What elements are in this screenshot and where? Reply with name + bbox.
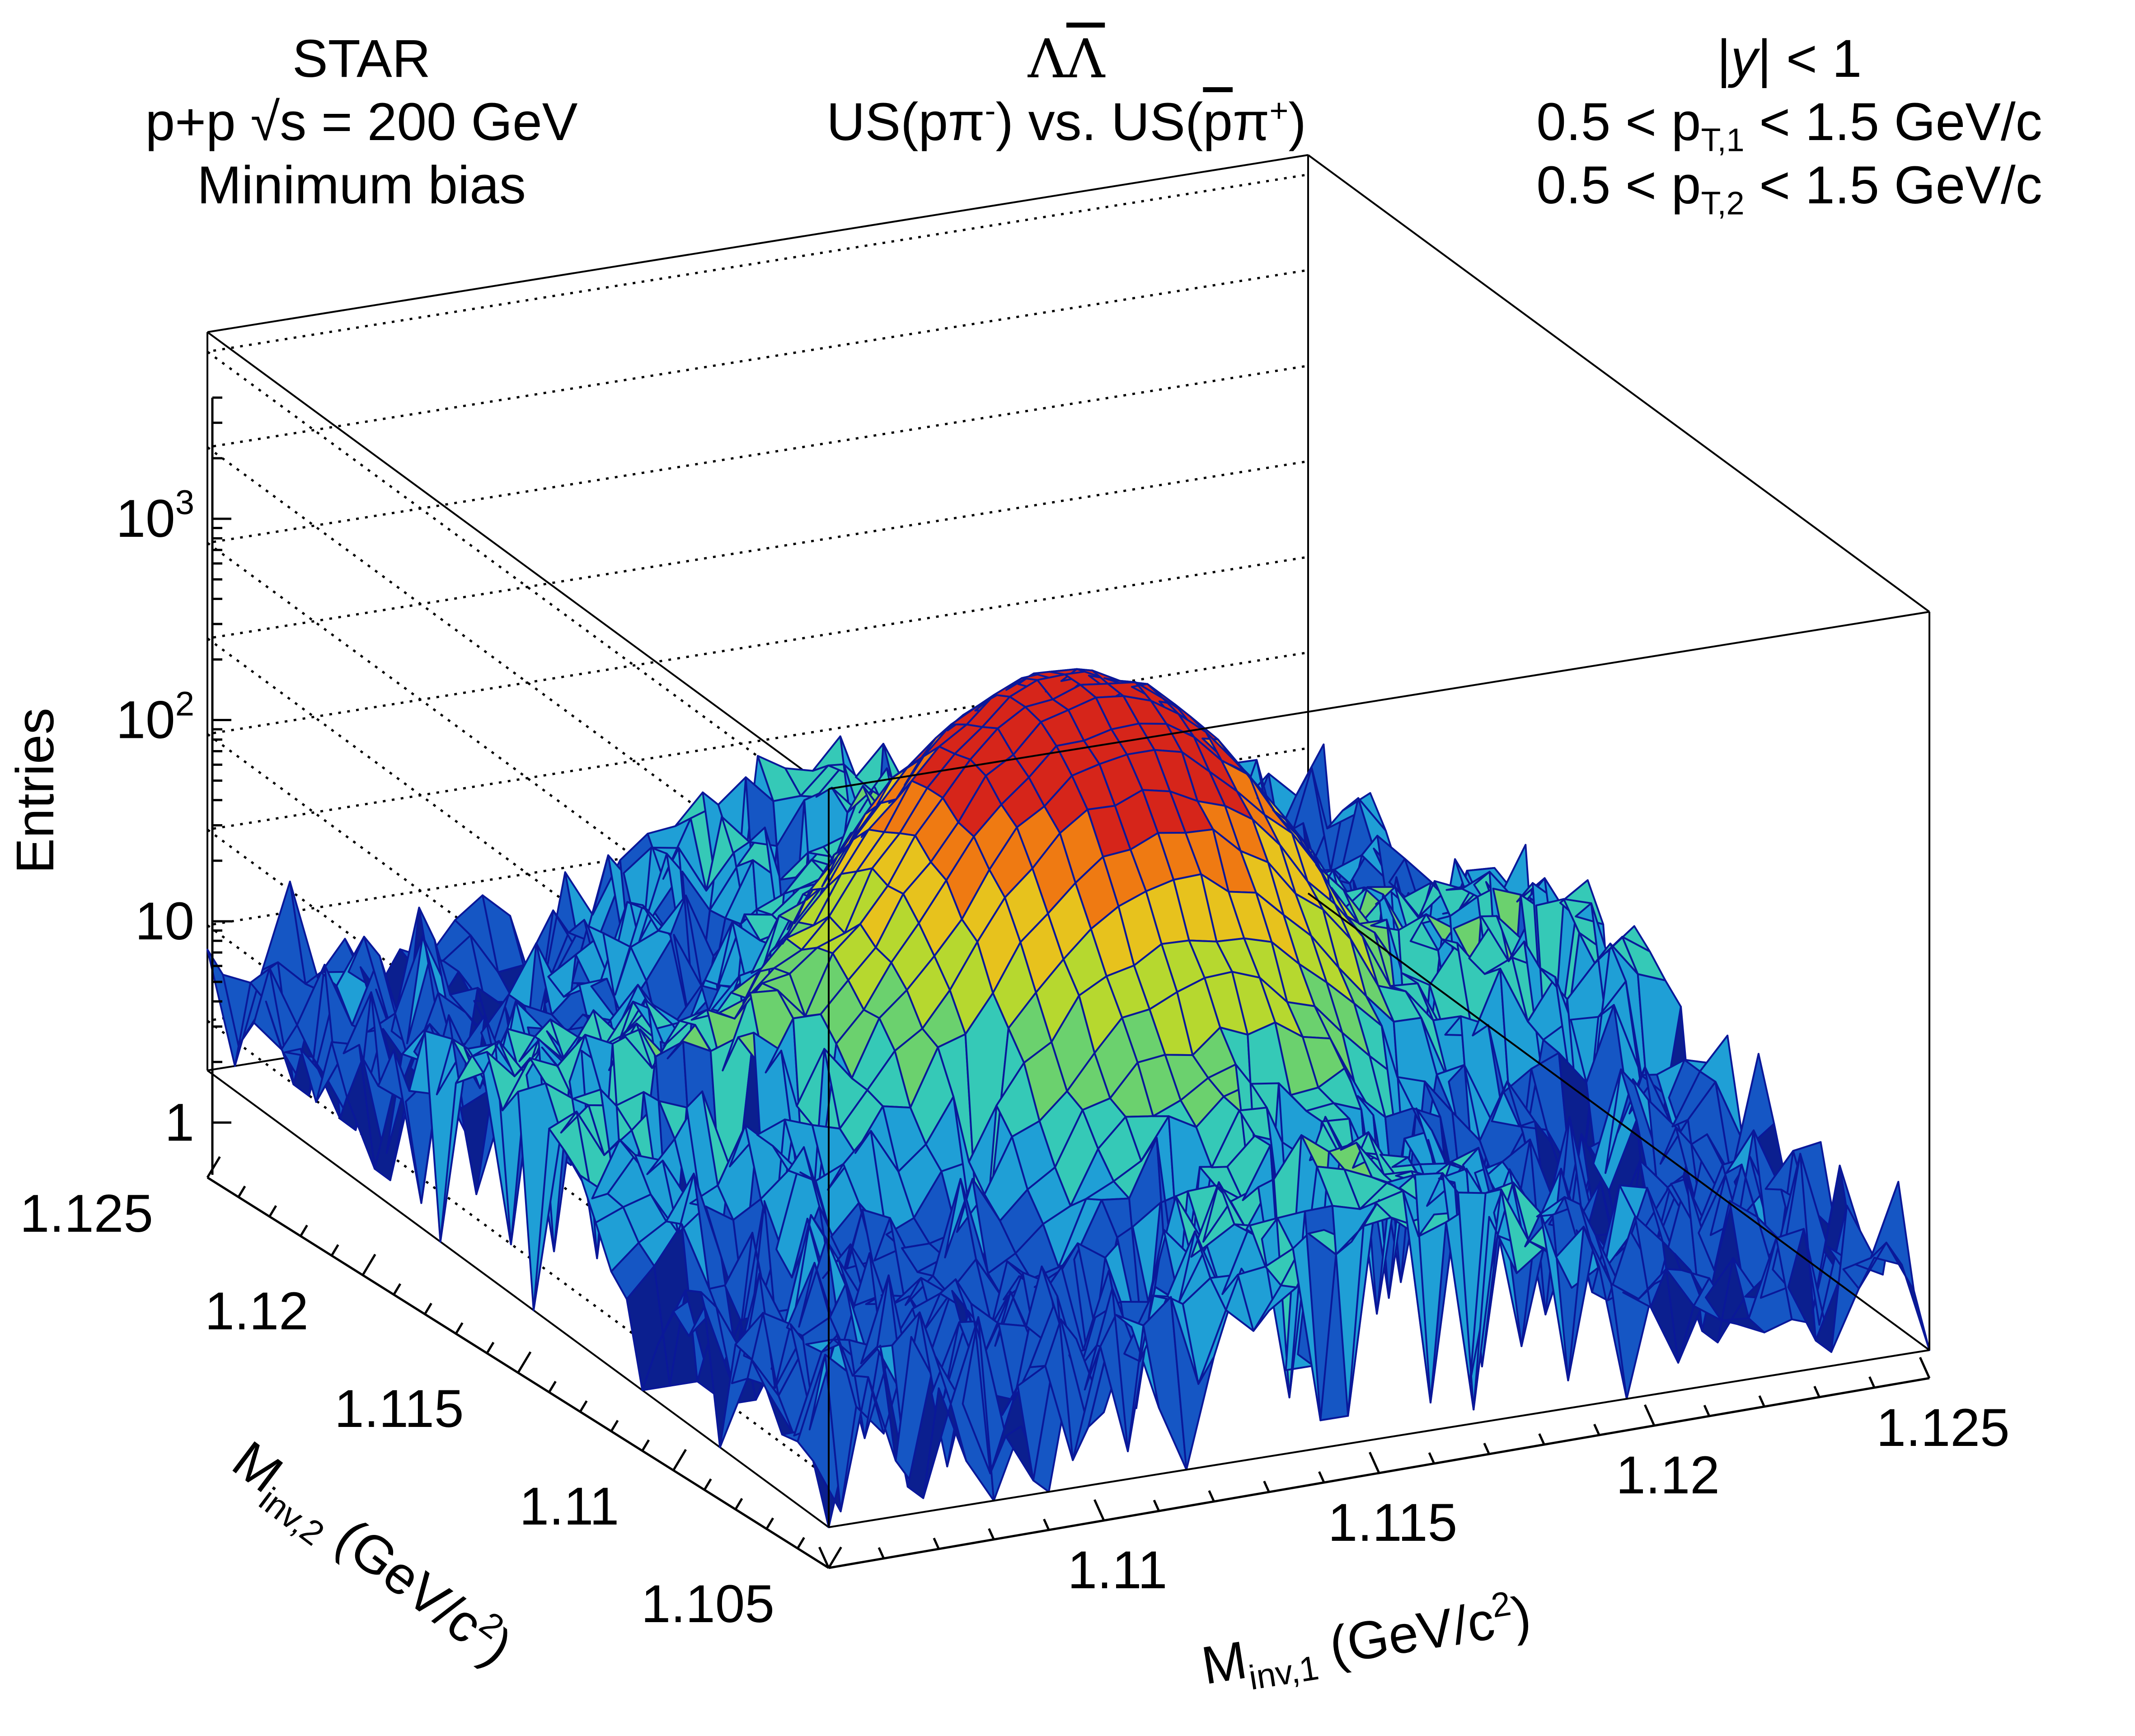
- pt1-cut: 0.5 < pT,1 < 1.5 GeV/c: [1536, 92, 2042, 159]
- y-tick-label: 1.12: [205, 1281, 309, 1341]
- x-tick: [1644, 1404, 1656, 1426]
- y-tick: [703, 1478, 712, 1491]
- x-tick-label: 1.115: [1328, 1493, 1458, 1553]
- frame-front-edge: [828, 1349, 1930, 1528]
- x-tick: [1868, 1376, 1876, 1389]
- z-tick-label: 10: [135, 891, 194, 951]
- y-tick: [517, 1351, 532, 1374]
- pair-description: US(pπ-) vs. US(pπ+): [826, 92, 1306, 152]
- y-tick: [393, 1283, 402, 1295]
- header-center: ΛΛ US(pπ-) vs. US(pπ+): [741, 27, 1392, 154]
- frame-edges: [828, 154, 1930, 1528]
- x-tick-label: 1.12: [1616, 1445, 1720, 1505]
- y-tick: [237, 1185, 246, 1198]
- y-axis-label: Minv,2 (GeV/c2): [217, 1427, 525, 1684]
- collision-label: p+p √s = 200 GeV: [145, 92, 578, 152]
- y-tick: [424, 1303, 432, 1315]
- x-tick: [988, 1528, 995, 1540]
- experiment-label: STAR: [292, 29, 431, 89]
- x-tick: [1758, 1395, 1765, 1408]
- x-tick: [1703, 1404, 1711, 1417]
- x-tick: [1043, 1518, 1050, 1531]
- surface-cell: [1885, 1242, 1930, 1351]
- y-tick-label: 1.11: [519, 1477, 619, 1536]
- x-tick: [1483, 1442, 1490, 1455]
- y-tick-label: 1.115: [334, 1379, 464, 1439]
- tick-labels: 1 10 102 103 1.11 1.115 1.12 1.125 1.105 1.11 1.11…: [20, 483, 2010, 1634]
- x-tick: [877, 1547, 885, 1559]
- y-tick: [330, 1244, 339, 1257]
- x-axis-label: Minv,1 (GeV/c2): [1197, 1581, 1536, 1704]
- rapidity-cut: |y| < 1: [1717, 29, 1862, 89]
- surface-mesh: [206, 668, 1930, 1528]
- z-tick-label: 1: [164, 1093, 194, 1152]
- x-tick: [1428, 1452, 1436, 1464]
- y-tick-label: 1.125: [20, 1184, 153, 1243]
- y-tick: [361, 1253, 376, 1276]
- frame-back-edge: [207, 154, 1309, 333]
- y-tick: [797, 1537, 805, 1549]
- pt2-cut: 0.5 < pT,2 < 1.5 GeV/c: [1536, 155, 2042, 222]
- x-tick: [1093, 1499, 1105, 1521]
- x-tick-label: 1.125: [1876, 1398, 2009, 1458]
- x-tick: [1263, 1480, 1270, 1493]
- frame-back-edge: [206, 331, 830, 790]
- pair-symbol: ΛΛ: [1028, 28, 1105, 90]
- y-tick: [641, 1439, 650, 1452]
- x-tick: [1538, 1433, 1545, 1445]
- x-tick: [1593, 1423, 1600, 1436]
- y-tick: [455, 1322, 464, 1334]
- y-tick: [579, 1400, 588, 1412]
- y-tick: [827, 1546, 842, 1569]
- y-tick-label: 1.105: [641, 1574, 774, 1634]
- x-tick: [1919, 1356, 1931, 1379]
- x-tick: [1369, 1451, 1380, 1474]
- x-tick: [1208, 1490, 1215, 1502]
- frame-front-edge: [1307, 154, 1930, 613]
- x-tick: [1813, 1385, 1821, 1398]
- surface-cell: [1870, 1181, 1915, 1292]
- y-tick: [300, 1225, 308, 1237]
- header-left: STAR p+p √s = 200 GeV Minimum bias: [108, 27, 615, 217]
- x-tick: [933, 1537, 940, 1550]
- header-right: |y| < 1 0.5 < pT,1 < 1.5 GeV/c 0.5 < pT,…: [1464, 27, 2115, 222]
- frame-front-edge: [1307, 892, 1930, 1351]
- y-tick: [610, 1420, 619, 1432]
- y-tick: [734, 1498, 743, 1510]
- z-axis-label: Entries: [5, 708, 65, 873]
- y-tick: [268, 1205, 277, 1217]
- x-tick: [1153, 1499, 1160, 1512]
- y-tick: [486, 1342, 495, 1354]
- x-tick-label: 1.11: [1068, 1540, 1168, 1600]
- y-tick: [548, 1380, 557, 1393]
- trigger-label: Minimum bias: [197, 155, 526, 215]
- y-tick: [765, 1517, 774, 1530]
- x-tick: [818, 1546, 830, 1569]
- frame-back-edge: [206, 1070, 830, 1528]
- y-tick: [672, 1449, 687, 1471]
- frame-front-edge: [828, 611, 1930, 790]
- axis-ticks: [206, 396, 1931, 1569]
- z-tick-label: 103: [116, 483, 194, 549]
- z-tick-label: 102: [116, 685, 194, 750]
- y-tick: [206, 1156, 221, 1178]
- x-tick: [1318, 1471, 1325, 1483]
